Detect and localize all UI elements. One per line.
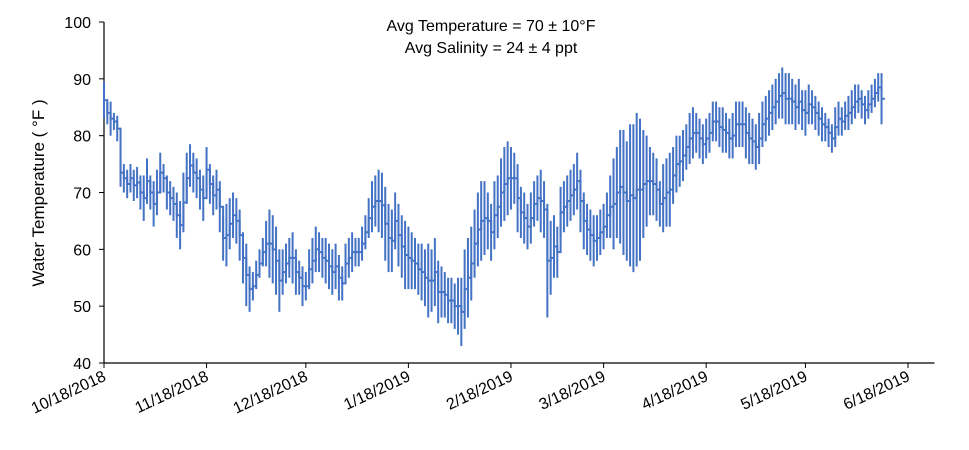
y-tick-label: 60 xyxy=(73,242,91,259)
x-tick-label: 11/18/2018 xyxy=(133,368,212,417)
y-tick-label: 90 xyxy=(73,72,91,89)
y-axis: 40 50 60 70 80 90 100 xyxy=(64,15,105,373)
y-tick-label: 50 xyxy=(73,299,91,316)
x-axis: 10/18/2018 11/18/2018 12/18/2018 1/18/2019 2… xyxy=(29,362,935,417)
series-0 xyxy=(103,67,885,346)
x-tick-label: 2/18/2019 xyxy=(444,368,516,414)
y-tick-label: 100 xyxy=(64,15,91,32)
annotation-block: Avg Temperature = 70 ± 10°F Avg Salinity… xyxy=(387,18,596,57)
plot-area xyxy=(103,67,885,346)
x-tick-label: 4/18/2019 xyxy=(639,368,711,414)
y-tick-label: 80 xyxy=(73,129,91,146)
x-tick-label: 6/18/2019 xyxy=(841,368,913,414)
x-tick-label: 3/18/2019 xyxy=(537,368,609,414)
x-tick-label: 10/18/2018 xyxy=(29,368,109,417)
x-tick-label: 5/18/2019 xyxy=(738,368,810,414)
x-tick-label: 12/18/2018 xyxy=(231,368,311,417)
annotation-avg-temperature: Avg Temperature = 70 ± 10°F xyxy=(387,18,596,35)
annotation-avg-salinity: Avg Salinity = 24 ± 4 ppt xyxy=(405,40,578,57)
series-step-line xyxy=(104,86,885,313)
x-tick-label: 1/18/2019 xyxy=(341,368,413,414)
y-tick-label: 70 xyxy=(73,186,91,203)
y-axis-label: Water Temperature ( °F ) xyxy=(29,99,48,286)
y-tick-label: 40 xyxy=(73,356,91,373)
